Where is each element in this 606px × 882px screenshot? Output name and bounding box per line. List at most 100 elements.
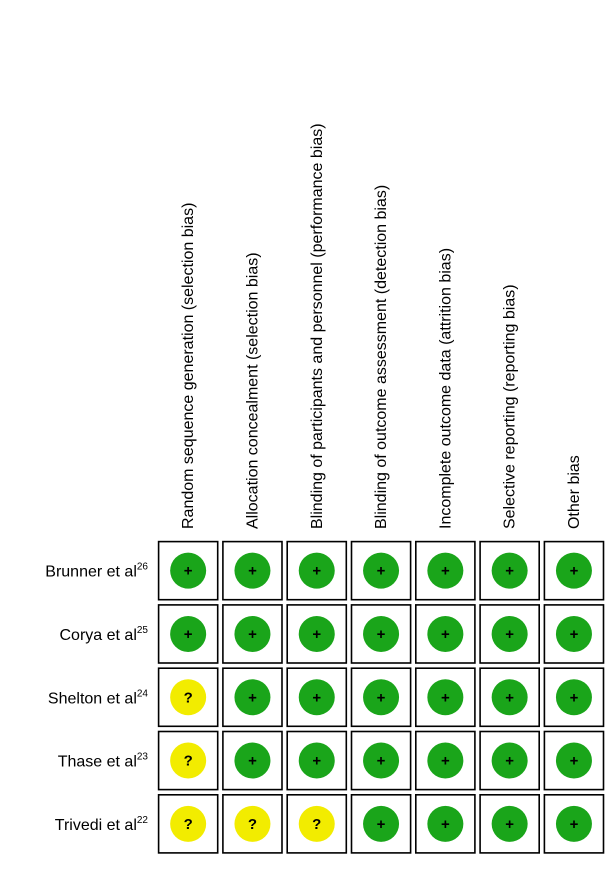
risk-cell: + [350,730,412,791]
column-header-5: Incomplete outcome data (attrition bias) [437,248,454,529]
study-reference-superscript: 26 [137,562,149,573]
study-name: Trivedi et al [55,817,137,834]
low-risk-circle [363,805,400,842]
risk-cell: ? [157,730,219,791]
low-risk-circle [491,805,528,842]
risk-cell: + [222,667,283,728]
risk-cell: + [479,667,541,728]
risk-cell: + [350,667,412,728]
risk-cell: + [286,667,348,728]
risk-symbol: + [441,753,450,770]
cell-frame [543,730,605,791]
risk-symbol: + [570,689,579,706]
low-risk-circle [363,679,400,716]
low-risk-circle [363,552,400,589]
low-risk-circle [298,742,335,779]
risk-cell: + [543,540,605,601]
study-name: Thase et al [58,754,137,771]
risk-cell: + [543,667,605,728]
low-risk-circle [427,615,464,652]
low-risk-circle [491,742,528,779]
low-risk-circle [555,615,592,652]
low-risk-circle [555,552,592,589]
low-risk-circle [234,679,271,716]
low-risk-circle [234,742,271,779]
low-risk-circle [170,615,207,652]
cell-frame [222,540,283,601]
column-header-2: Allocation concealment (selection bias) [244,252,261,529]
study-label-1: Brunner et al26 [45,562,148,581]
risk-cell: + [414,793,476,854]
study-name: Shelton et al [48,690,137,707]
risk-cell: + [414,540,476,601]
low-risk-circle [555,805,592,842]
risk-symbol: + [312,753,321,770]
risk-cell: + [286,730,348,791]
risk-cell: ? [222,793,283,854]
study-name: Brunner et al [45,564,137,581]
unclear-risk-circle [170,805,207,842]
low-risk-circle [427,742,464,779]
risk-symbol: + [570,753,579,770]
risk-grid: + + + + + + + + + + + + + +? + + + + + +? + + + + + +??? + + + + [157,540,605,854]
risk-symbol: + [312,626,321,643]
low-risk-circle [427,552,464,589]
risk-symbol: + [377,753,386,770]
risk-cell: + [414,667,476,728]
risk-cell: + [157,540,219,601]
risk-symbol: + [248,626,257,643]
low-risk-circle [363,615,400,652]
study-reference-superscript: 24 [137,688,149,699]
risk-cell: + [543,730,605,791]
study-label-2: Corya et al25 [60,625,149,644]
cell-frame [350,730,412,791]
risk-cell: + [479,540,541,601]
risk-cell: + [286,540,348,601]
low-risk-circle [363,742,400,779]
risk-cell: + [350,793,412,854]
unclear-risk-circle [234,805,271,842]
risk-symbol: + [505,689,514,706]
column-header-4: Blinding of outcome assessment (detectio… [373,185,390,529]
low-risk-circle [555,742,592,779]
cell-frame [414,604,476,664]
risk-cell: + [479,793,541,854]
risk-symbol: + [570,816,579,833]
study-name: Corya et al [60,627,137,644]
risk-symbol: ? [184,816,193,833]
risk-cell: ? [157,667,219,728]
risk-symbol: ? [184,689,193,706]
column-header-3: Blinding of participants and personnel (… [309,123,326,529]
risk-symbol: + [312,563,321,580]
low-risk-circle [298,552,335,589]
unclear-risk-circle [298,805,335,842]
low-risk-circle [170,552,207,589]
low-risk-circle [234,552,271,589]
study-reference-superscript: 25 [137,625,149,636]
risk-symbol: + [505,753,514,770]
risk-symbol: ? [184,753,193,770]
risk-symbol: + [505,626,514,643]
risk-symbol: ? [312,816,321,833]
risk-cell: + [222,540,283,601]
risk-cell: ? [286,793,348,854]
risk-cell: + [350,540,412,601]
study-label-3: Shelton et al24 [48,688,149,707]
risk-symbol: + [441,689,450,706]
risk-symbol: + [248,753,257,770]
low-risk-circle [491,679,528,716]
risk-symbol: + [377,816,386,833]
risk-symbol: + [441,816,450,833]
risk-symbol: + [248,563,257,580]
low-risk-circle [427,805,464,842]
low-risk-circle [234,615,271,652]
risk-cell: + [543,793,605,854]
risk-symbol: + [570,626,579,643]
risk-cell: + [222,730,283,791]
study-reference-superscript: 23 [137,752,149,763]
risk-symbol: + [377,563,386,580]
risk-symbol: + [570,563,579,580]
unclear-risk-circle [170,679,207,716]
study-label-4: Thase et al23 [58,752,149,771]
